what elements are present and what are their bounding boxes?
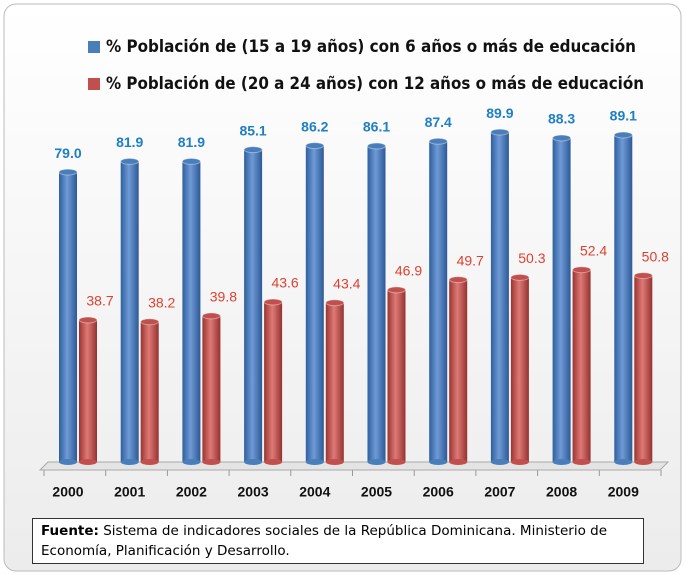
x-tick-label: 2007 <box>484 484 515 500</box>
bar-top <box>510 273 530 281</box>
bar-cap <box>510 459 529 465</box>
bar <box>140 321 159 462</box>
bar <box>202 315 221 462</box>
bar-cap <box>59 459 77 465</box>
bar-top <box>305 142 325 150</box>
bar-top <box>58 168 78 176</box>
data-label: 46.9 <box>395 263 422 279</box>
bar <box>264 301 283 462</box>
x-tick-label: 2003 <box>238 484 269 500</box>
bar <box>367 146 386 462</box>
legend-swatch <box>88 78 100 90</box>
bar <box>552 137 571 462</box>
bar-cap <box>552 459 571 465</box>
legend-swatch <box>88 41 100 53</box>
data-label: 81.9 <box>178 134 205 150</box>
bar <box>572 269 591 462</box>
data-label: 38.7 <box>86 293 113 309</box>
bar-top <box>490 128 510 136</box>
bar-top <box>613 131 633 139</box>
bar-top <box>201 312 221 320</box>
x-tick-label: 2005 <box>361 484 392 500</box>
bar-top <box>325 299 345 307</box>
legend-label: % Población de (15 a 19 años) con 6 años… <box>106 37 636 57</box>
bar <box>120 161 139 462</box>
bar <box>79 319 97 462</box>
data-label: 50.3 <box>518 250 545 266</box>
bar-top <box>633 272 653 280</box>
bar-cap <box>305 459 324 465</box>
source-label: Fuente: <box>41 523 99 539</box>
data-label: 81.9 <box>116 134 143 150</box>
bar-top <box>387 286 406 294</box>
bar-cap <box>614 459 633 465</box>
bar-top <box>572 266 592 274</box>
bar-cap <box>79 459 97 465</box>
bar <box>244 149 263 463</box>
data-label: 52.4 <box>580 242 607 258</box>
data-label: 39.8 <box>210 289 237 305</box>
x-tick-label: 2008 <box>546 484 577 500</box>
bar-cap <box>367 459 386 465</box>
bar <box>634 275 653 462</box>
legend-label: % Población de (20 a 24 años) con 12 año… <box>106 74 644 94</box>
bar <box>182 161 201 462</box>
bar-cap <box>387 459 406 465</box>
bar-cap <box>634 459 653 465</box>
bar-cap <box>449 459 468 465</box>
x-tick-label: 2002 <box>176 484 207 500</box>
bar-cap <box>572 459 591 465</box>
bar-top <box>78 316 98 324</box>
bar-top <box>552 134 572 142</box>
data-label: 86.2 <box>301 118 328 134</box>
data-label: 43.6 <box>271 275 298 291</box>
bar <box>614 135 633 463</box>
data-label: 85.1 <box>239 122 266 138</box>
x-tick-label: 2009 <box>608 484 639 500</box>
bar-top <box>367 142 386 150</box>
x-tick-label: 2006 <box>423 484 454 500</box>
bar <box>429 141 448 462</box>
x-tick-label: 2000 <box>52 484 83 500</box>
bar-top <box>243 146 263 154</box>
data-label: 89.9 <box>486 105 513 121</box>
source-text: Sistema de indicadores sociales de la Re… <box>41 523 607 559</box>
bar-cap <box>244 459 263 465</box>
bar-cap <box>202 459 221 465</box>
bar-cap <box>490 459 509 465</box>
bar-top <box>120 157 140 165</box>
bar-top <box>428 137 448 145</box>
bar-cap <box>325 459 344 465</box>
bar-cap <box>140 459 159 465</box>
bar-top <box>263 298 283 306</box>
bar-top <box>140 318 160 326</box>
bar <box>449 279 468 462</box>
data-label: 88.3 <box>548 111 575 127</box>
bar <box>59 172 77 462</box>
bar <box>325 302 344 462</box>
x-tick-label: 2004 <box>299 484 330 500</box>
bar <box>510 277 529 462</box>
bar <box>387 289 406 462</box>
bar <box>490 132 509 462</box>
data-label: 49.7 <box>457 252 484 268</box>
bar-cap <box>182 459 201 465</box>
bar-cap <box>429 459 448 465</box>
bar <box>305 145 324 462</box>
source-note: Fuente: Sistema de indicadores sociales … <box>32 518 644 564</box>
data-label: 86.1 <box>363 119 390 135</box>
data-label: 87.4 <box>425 114 452 130</box>
bar-top <box>181 157 201 165</box>
data-label: 50.8 <box>642 248 669 264</box>
bar-top <box>448 276 468 284</box>
bar-cap <box>120 459 139 465</box>
data-label: 89.1 <box>610 108 637 124</box>
data-label: 79.0 <box>54 145 81 161</box>
data-label: 43.4 <box>333 275 360 291</box>
x-tick-label: 2001 <box>114 484 145 500</box>
data-label: 38.2 <box>148 295 175 311</box>
bar-cap <box>264 459 283 465</box>
